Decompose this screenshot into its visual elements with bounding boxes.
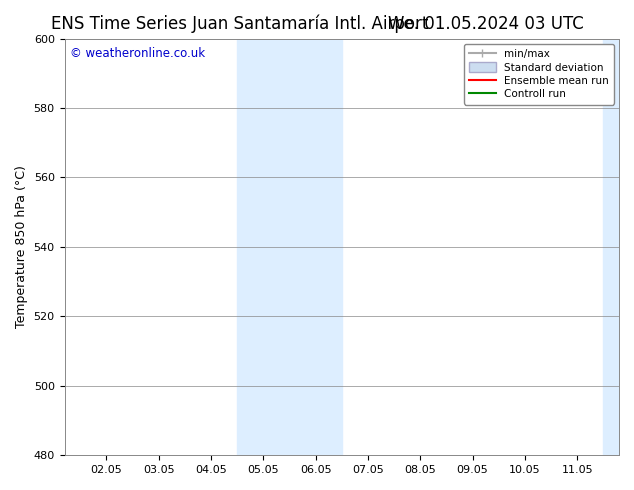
Text: © weatheronline.co.uk: © weatheronline.co.uk (70, 47, 205, 60)
Y-axis label: Temperature 850 hPa (°C): Temperature 850 hPa (°C) (15, 166, 28, 328)
Text: We. 01.05.2024 03 UTC: We. 01.05.2024 03 UTC (387, 15, 583, 33)
Bar (237, 39, 342, 455)
Bar (604, 39, 634, 455)
Text: ENS Time Series Juan Santamaría Intl. Airport: ENS Time Series Juan Santamaría Intl. Ai… (51, 15, 428, 33)
Legend: min/max, Standard deviation, Ensemble mean run, Controll run: min/max, Standard deviation, Ensemble me… (464, 44, 614, 104)
